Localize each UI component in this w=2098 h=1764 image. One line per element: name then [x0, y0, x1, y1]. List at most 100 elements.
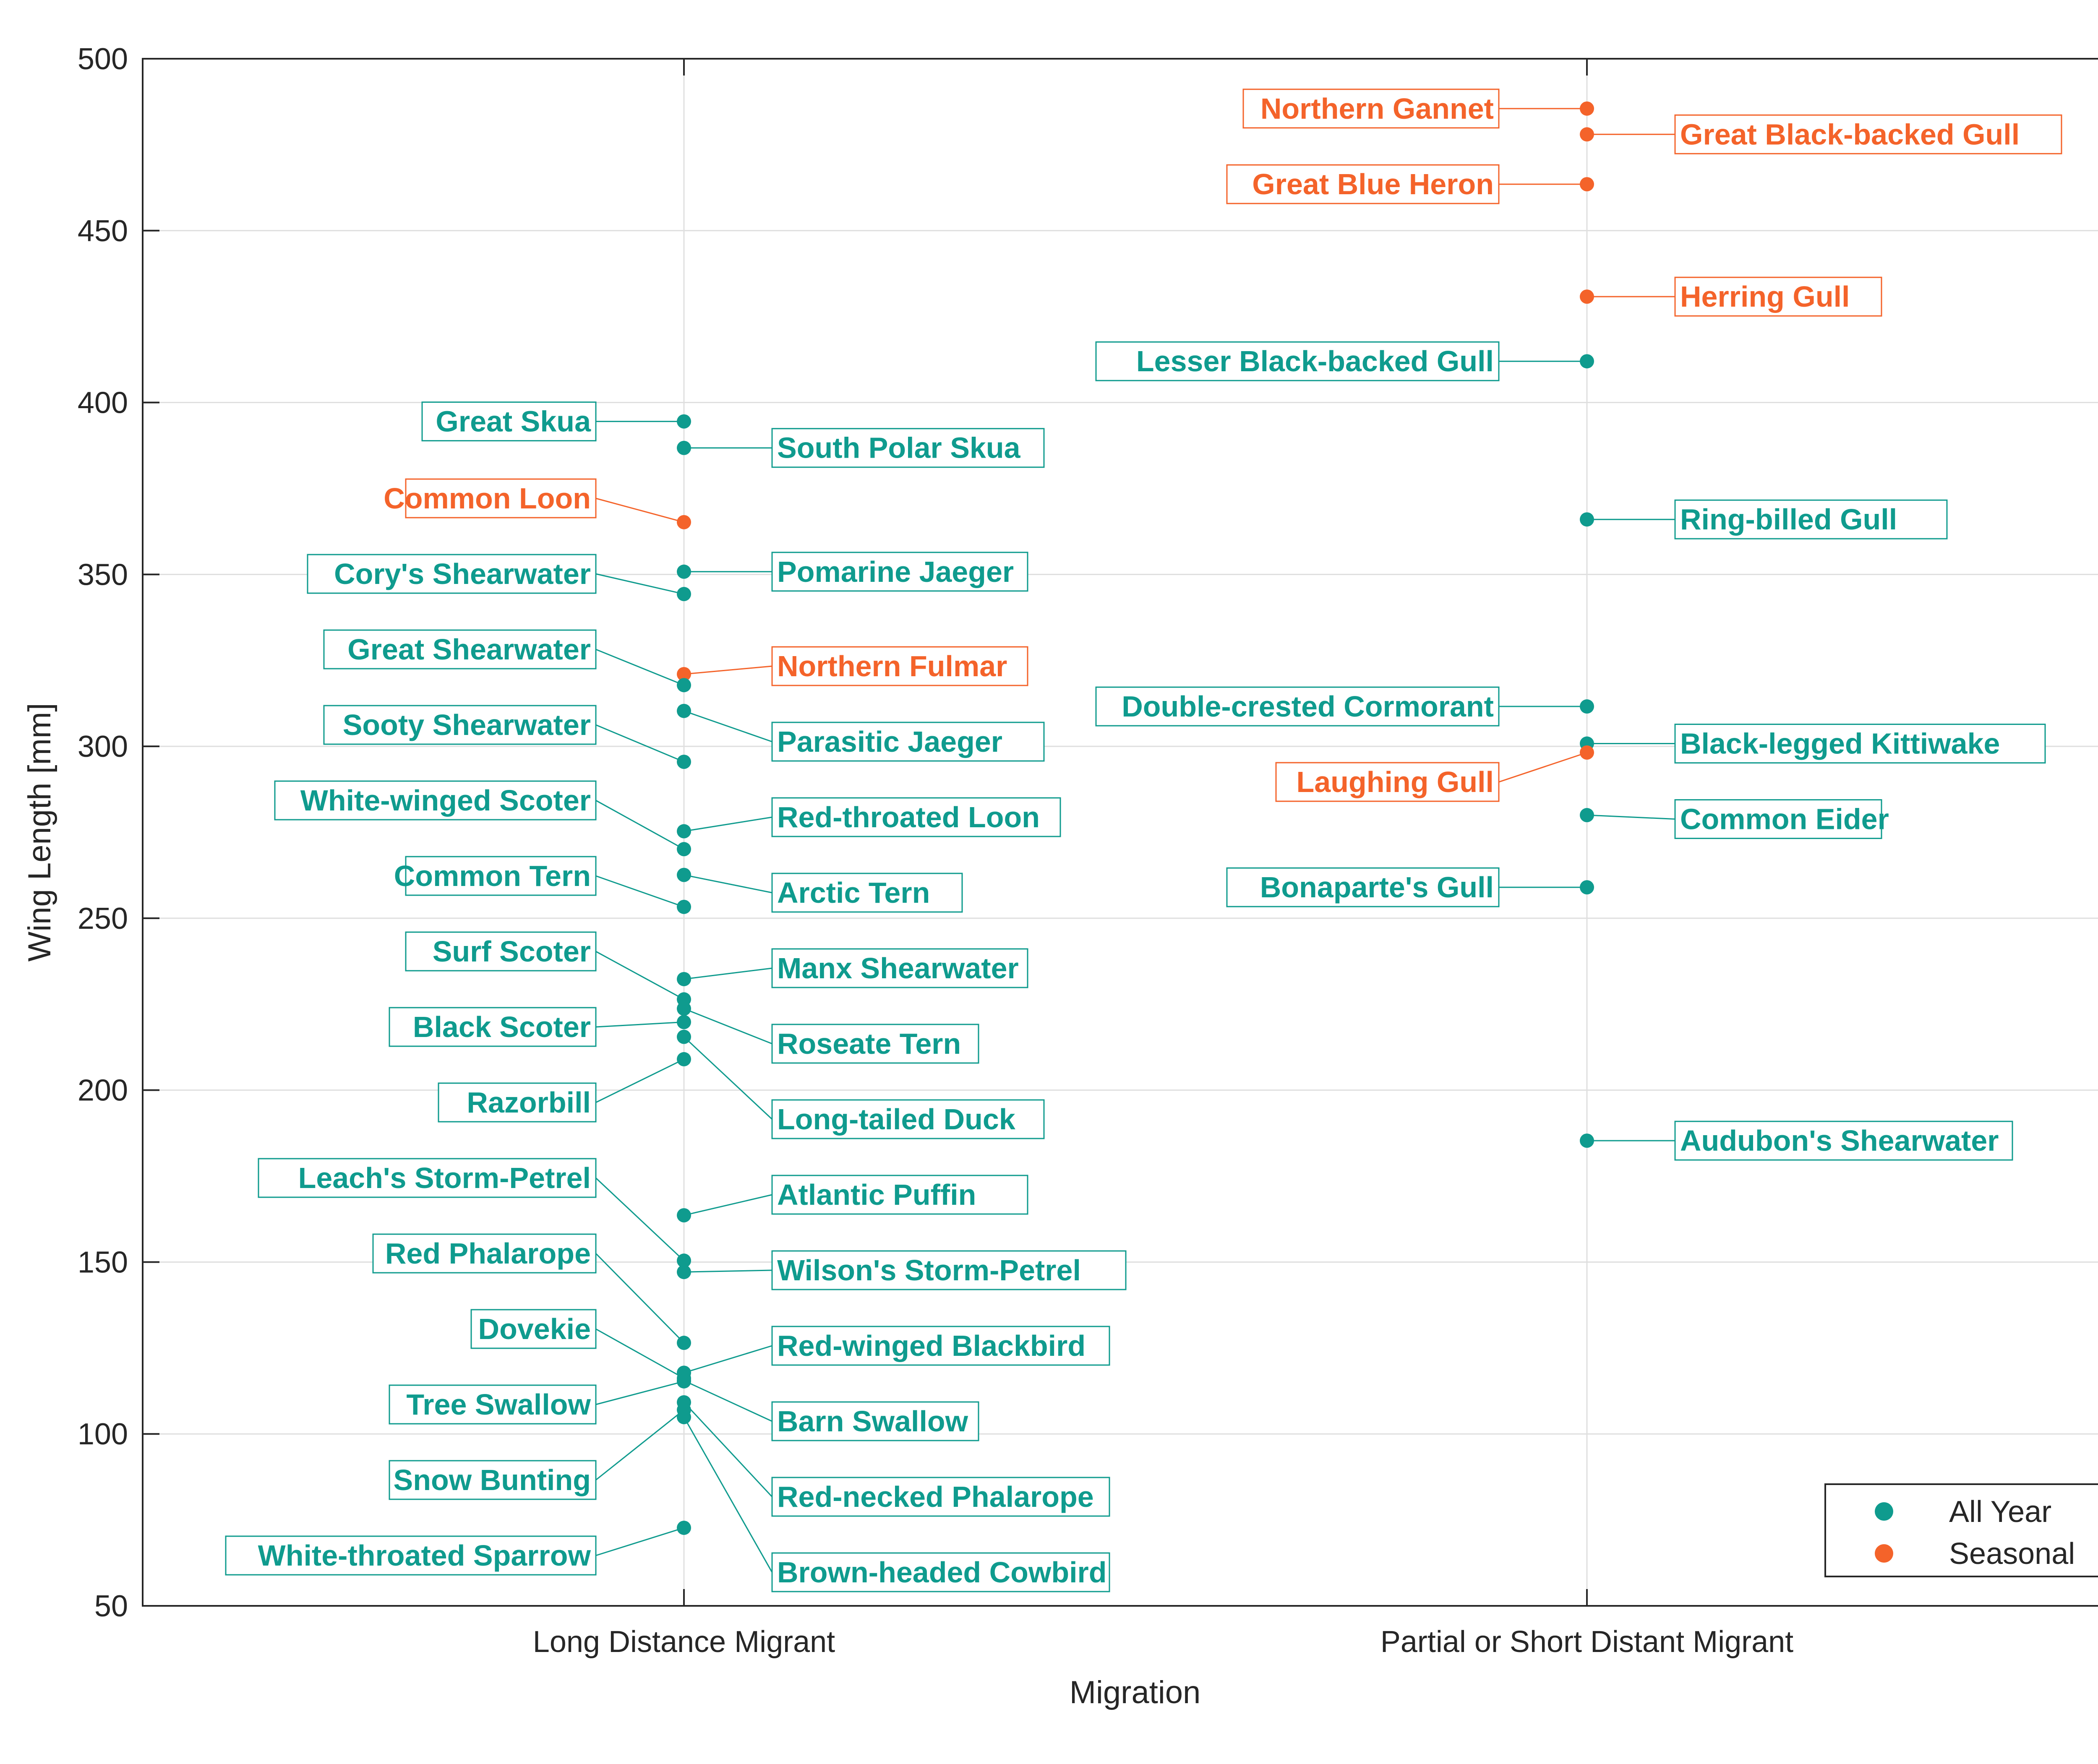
data-label-box: [1095, 341, 1500, 381]
data-label-tree-swallow: Tree Swallow: [406, 1388, 591, 1421]
data-label-barn-swallow: Barn Swallow: [777, 1405, 968, 1438]
legend-label-seasonal: Seasonal: [1949, 1537, 2075, 1571]
point-great-shearwater: [677, 678, 691, 693]
data-label-white-throated-sparrow: White-throated Sparrow: [258, 1539, 591, 1572]
point-roseate-tern: [677, 1001, 691, 1016]
data-label-surf-scoter: Surf Scoter: [433, 935, 591, 968]
leader-line: [595, 498, 684, 523]
leader-line: [684, 665, 772, 675]
point-brown-headed-cowbird: [677, 1410, 691, 1425]
data-label-box: [405, 856, 597, 896]
data-label-box: [274, 780, 597, 821]
leader-line: [595, 649, 684, 686]
data-label-box: [372, 1233, 597, 1274]
data-label-wilson-s-storm-petrel: Wilson's Storm-Petrel: [777, 1254, 1081, 1287]
data-label-box: [1275, 762, 1500, 802]
data-label-box: [771, 948, 1028, 988]
data-label-great-blue-heron: Great Blue Heron: [1252, 168, 1494, 201]
point-great-blue-heron: [1580, 177, 1594, 192]
point-great-black-backed-gull: [1580, 127, 1594, 142]
leader-line: [595, 724, 684, 763]
leader-line: [684, 1345, 772, 1373]
data-label-box: [771, 722, 1045, 762]
leader-line: [684, 874, 772, 894]
y-tick-label: 350: [78, 558, 128, 591]
point-common-tern: [677, 899, 691, 914]
data-label-snow-bunting: Snow Bunting: [394, 1464, 591, 1496]
data-label-leach-s-storm-petrel: Leach's Storm-Petrel: [298, 1162, 591, 1194]
data-label-manx-shearwater: Manx Shearwater: [777, 952, 1019, 985]
x-tick-label: Long Distance Migrant: [533, 1625, 835, 1659]
data-labels: Great Skua Common Loon Cory's Shearwater Gr…: [225, 89, 2062, 1592]
point-northern-gannet: [1580, 101, 1594, 116]
point-ring-billed-gull: [1580, 512, 1594, 527]
data-label-northern-gannet: Northern Gannet: [1260, 92, 1494, 125]
leader-line: [595, 1177, 685, 1261]
point-lesser-black-backed-gull: [1580, 354, 1594, 369]
point-red-throated-loon: [677, 824, 691, 839]
data-label-box: [389, 1384, 597, 1425]
data-label-herring-gull: Herring Gull: [1680, 280, 1850, 313]
data-label-bonaparte-s-gull: Bonaparte's Gull: [1260, 871, 1494, 904]
data-label-box: [771, 1401, 979, 1441]
point-leach-s-storm-petrel: [677, 1253, 691, 1268]
point-audubon-s-shearwater: [1580, 1133, 1594, 1148]
point-cory-s-shearwater: [677, 587, 691, 602]
data-label-box: [470, 1309, 597, 1349]
data-label-common-tern: Common Tern: [394, 860, 591, 892]
data-label-box: [771, 1099, 1045, 1139]
data-label-box: [1674, 1120, 2013, 1161]
leader-line: [684, 710, 772, 743]
data-label-box: [323, 629, 597, 670]
leader-line: [683, 1036, 773, 1120]
data-label-white-winged-scoter: White-winged Scoter: [300, 784, 591, 817]
y-tick-label: 200: [78, 1074, 128, 1107]
y-tick-label: 150: [78, 1245, 128, 1279]
y-tick-label: 100: [78, 1417, 128, 1451]
point-common-eider: [1580, 808, 1594, 823]
data-label-box: [389, 1460, 597, 1500]
leader-line: [595, 1527, 684, 1556]
data-label-atlantic-puffin: Atlantic Puffin: [777, 1178, 976, 1211]
data-label-red-phalarope: Red Phalarope: [385, 1237, 591, 1270]
leader-line: [595, 800, 684, 850]
legend-marker-seasonal: [1875, 1544, 1893, 1563]
y-tick-label: 50: [94, 1589, 128, 1623]
data-label-red-necked-phalarope: Red-necked Phalarope: [777, 1480, 1094, 1513]
leader-line: [683, 1417, 773, 1573]
legend-label-all-year: All Year: [1949, 1495, 2051, 1529]
point-northern-fulmar: [677, 667, 691, 682]
data-points: [677, 101, 1594, 1535]
y-tick-label: 300: [78, 730, 128, 763]
data-label-box: [421, 401, 597, 442]
leader-line: [1498, 752, 1587, 783]
point-parasitic-jaeger: [677, 704, 691, 718]
x-tick-label: Partial or Short Distant Migrant: [1380, 1625, 1793, 1659]
leader-line: [595, 875, 684, 908]
plot-frame: [142, 58, 2098, 1607]
data-label-box: [771, 1024, 979, 1064]
data-label-box: [771, 646, 1028, 686]
leader-line: [1587, 814, 1675, 820]
legend-box: [1824, 1483, 2098, 1577]
data-label-box: [771, 797, 1061, 837]
data-label-pomarine-jaeger: Pomarine Jaeger: [777, 555, 1014, 588]
data-label-arctic-tern: Arctic Tern: [777, 876, 930, 909]
data-label-parasitic-jaeger: Parasitic Jaeger: [777, 725, 1002, 758]
data-label-box: [771, 1175, 1028, 1215]
data-label-great-shearwater: Great Shearwater: [347, 633, 591, 666]
leader-line: [684, 1380, 772, 1422]
leader-line: [684, 816, 772, 832]
y-tick-label: 450: [78, 214, 128, 248]
data-label-black-legged-kittiwake: Black-legged Kittiwake: [1680, 727, 2000, 760]
data-label-box: [1674, 499, 1948, 539]
data-label-roseate-tern: Roseate Tern: [777, 1027, 961, 1060]
data-label-dovekie: Dovekie: [478, 1313, 591, 1345]
data-label-box: [405, 931, 597, 972]
data-label-box: [1226, 867, 1500, 907]
data-label-red-winged-blackbird: Red-winged Blackbird: [777, 1329, 1086, 1362]
point-wilson-s-storm-petrel: [677, 1265, 691, 1279]
point-double-crested-cormorant: [1580, 699, 1594, 714]
data-label-box: [1674, 276, 1882, 317]
data-label-box: [438, 1082, 597, 1123]
